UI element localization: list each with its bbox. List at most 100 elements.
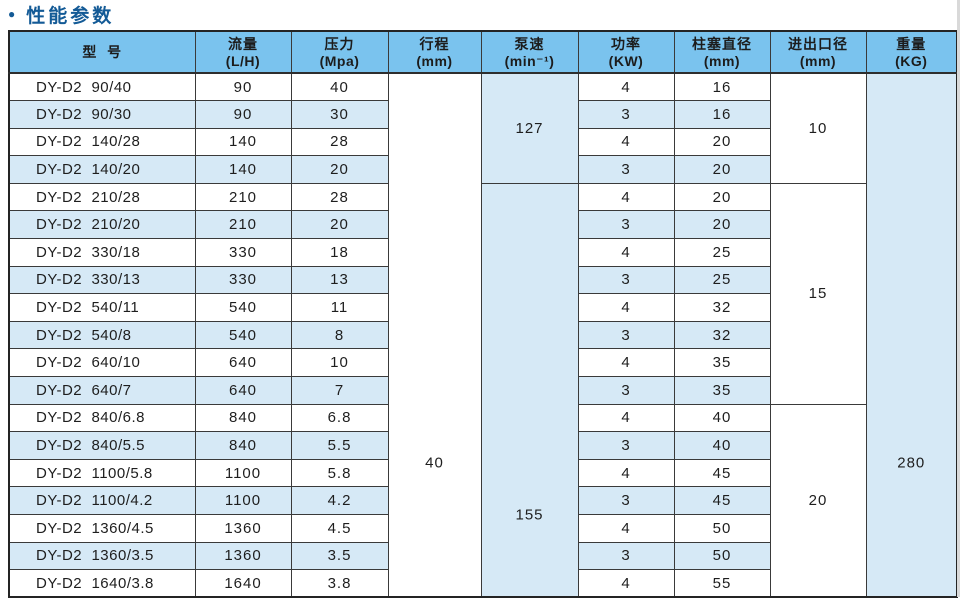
table-row: DY-D2 540/8 540 8 3 32 (8, 320, 957, 350)
flow-cell: 330 (194, 265, 292, 295)
plunger-cell: 35 (673, 376, 771, 405)
model-cell: DY-D2 1360/3.5 (8, 541, 196, 571)
power-cell: 4 (577, 348, 675, 378)
plunger-cell: 16 (673, 72, 771, 102)
model-cell: DY-D2 140/28 (8, 127, 196, 157)
table-row: DY-D2 1100/5.8 1100 5.8 4 45 (8, 458, 957, 488)
power-cell: 3 (577, 431, 675, 460)
power-cell: 3 (577, 100, 675, 129)
plunger-cell: 50 (673, 541, 771, 571)
power-cell: 4 (577, 458, 675, 488)
power-cell: 3 (577, 486, 675, 515)
flow-cell: 540 (194, 293, 292, 322)
model-cell: DY-D2 540/8 (8, 320, 196, 350)
flow-cell: 1640 (194, 569, 292, 598)
pressure-cell: 18 (290, 238, 389, 267)
table-row: DY-D2 840/5.5 840 5.5 3 40 (8, 431, 957, 460)
flow-cell: 140 (194, 127, 292, 157)
model-cell: DY-D2 330/13 (8, 265, 196, 295)
model-cell: DY-D2 1100/4.2 (8, 486, 196, 515)
plunger-cell: 25 (673, 265, 771, 295)
flow-cell: 1100 (194, 486, 292, 515)
flow-cell: 1100 (194, 458, 292, 488)
model-cell: DY-D2 90/40 (8, 72, 196, 102)
pressure-cell: 7 (290, 376, 389, 405)
power-cell: 4 (577, 403, 675, 433)
header-row: 型 号 流量 (L/H) 压力 (Mpa) 行程 (mm) 泵速 (min⁻¹) (8, 30, 958, 74)
pressure-cell: 4.2 (290, 486, 389, 515)
table-row: DY-D2 210/20 210 20 3 20 (8, 210, 957, 240)
power-cell: 3 (577, 320, 675, 350)
plunger-cell: 20 (673, 155, 771, 184)
spec-table-body: DY-D2 90/40 90 40 40 127 4 16 10 280 DY-D2 90/30 9… (8, 72, 958, 598)
pressure-cell: 20 (290, 210, 389, 240)
flow-cell: 1360 (194, 514, 292, 543)
pressure-cell: 3.8 (290, 569, 389, 598)
flow-cell: 140 (194, 155, 292, 184)
model-cell: DY-D2 840/5.5 (8, 431, 196, 460)
pump-speed-merged-cell: 127 (480, 72, 579, 184)
power-cell: 3 (577, 541, 675, 571)
model-cell: DY-D2 640/7 (8, 376, 196, 405)
pressure-cell: 4.5 (290, 514, 389, 543)
model-cell: DY-D2 1640/3.8 (8, 569, 196, 598)
plunger-cell: 50 (673, 514, 771, 543)
table-row: DY-D2 90/40 90 40 40 127 4 16 10 280 (8, 72, 958, 598)
table-row: DY-D2 330/13 330 13 3 25 (8, 265, 957, 295)
pressure-cell: 5.5 (290, 431, 389, 460)
model-cell: DY-D2 840/6.8 (8, 403, 196, 433)
column-header-port-size: 进出口径 (mm) (769, 30, 867, 74)
pressure-cell: 20 (290, 155, 389, 184)
table-row: DY-D2 1640/3.8 1640 3.8 4 55 (8, 569, 957, 598)
table-row: DY-D2 640/7 640 7 3 35 (8, 376, 957, 405)
column-header-flow: 流量 (L/H) (194, 30, 292, 74)
table-row: DY-D2 840/6.8 840 6.8 4 40 20 (8, 403, 957, 598)
table-row: DY-D2 1360/3.5 1360 3.5 3 50 (8, 541, 957, 571)
model-cell: DY-D2 540/11 (8, 293, 196, 322)
stroke-merged-cell: 40 (387, 72, 482, 598)
model-cell: DY-D2 640/10 (8, 348, 196, 378)
weight-merged-cell: 280 (865, 72, 958, 598)
spec-table: 型 号 流量 (L/H) 压力 (Mpa) 行程 (mm) 泵速 (min⁻¹) (8, 30, 958, 598)
pressure-cell: 5.8 (290, 458, 389, 488)
column-header-power: 功率 (KW) (577, 30, 675, 74)
merged-cell-value: 280 (897, 454, 926, 472)
pressure-cell: 3.5 (290, 541, 389, 571)
column-header-plunger-diameter: 柱塞直径 (mm) (673, 30, 771, 74)
pressure-cell: 11 (290, 293, 389, 322)
table-row: DY-D2 1100/4.2 1100 4.2 3 45 (8, 486, 957, 515)
pressure-cell: 8 (290, 320, 389, 350)
pressure-cell: 28 (290, 127, 389, 157)
scan-edge-artifact (957, 0, 960, 597)
column-header-pressure: 压力 (Mpa) (290, 30, 389, 74)
power-cell: 3 (577, 210, 675, 240)
flow-cell: 90 (194, 100, 292, 129)
page-title: ● 性能参数 (8, 1, 114, 27)
pressure-cell: 10 (290, 348, 389, 378)
plunger-cell: 20 (673, 182, 771, 212)
bullet-icon: ● (8, 7, 16, 21)
flow-cell: 330 (194, 238, 292, 267)
table-row: DY-D2 1360/4.5 1360 4.5 4 50 (8, 514, 957, 543)
flow-cell: 90 (194, 72, 292, 102)
power-cell: 4 (577, 293, 675, 322)
model-cell: DY-D2 210/28 (8, 182, 196, 212)
merged-cell-value: 155 (515, 506, 544, 524)
model-cell: DY-D2 210/20 (8, 210, 196, 240)
plunger-cell: 40 (673, 431, 771, 460)
plunger-cell: 40 (673, 403, 771, 433)
power-cell: 4 (577, 72, 675, 102)
power-cell: 4 (577, 514, 675, 543)
plunger-cell: 16 (673, 100, 771, 129)
port-size-merged-cell: 20 (769, 403, 867, 598)
power-cell: 4 (577, 569, 675, 598)
column-header-model: 型 号 (8, 30, 196, 74)
table-row: DY-D2 640/10 640 10 4 35 (8, 348, 957, 378)
flow-cell: 1360 (194, 541, 292, 571)
flow-cell: 640 (194, 376, 292, 405)
table-row: DY-D2 330/18 330 18 4 25 (8, 238, 957, 267)
page-title-text: 性能参数 (26, 5, 115, 27)
pressure-cell: 28 (290, 182, 389, 212)
model-cell: DY-D2 1100/5.8 (8, 458, 196, 488)
power-cell: 4 (577, 182, 675, 212)
